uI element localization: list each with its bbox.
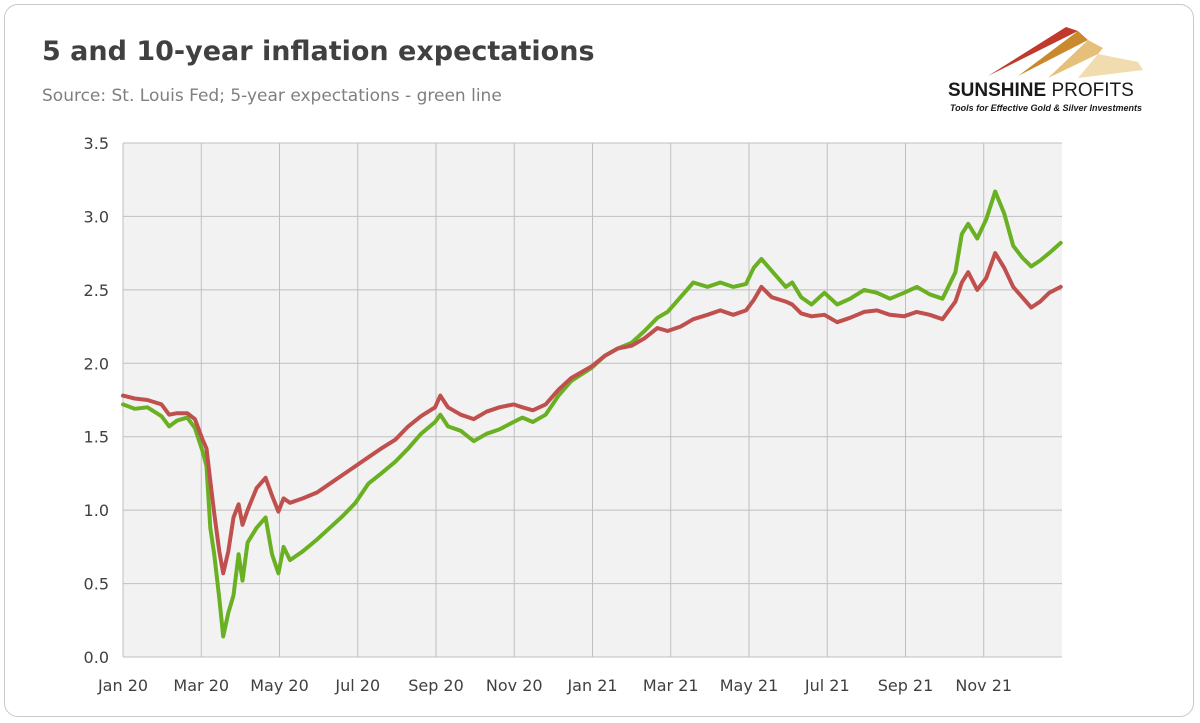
series-line-10-year (121, 251, 1063, 576)
x-tick-label: Jan 20 (97, 676, 148, 695)
x-tick-label: Sep 21 (878, 676, 934, 695)
x-tick-label: Mar 21 (643, 676, 699, 695)
x-axis-ticks: Jan 20 Mar 20 May 20 Jul 20 Sep 20 Nov 20 Jan … (97, 676, 1012, 695)
x-tick-label: Mar 20 (173, 676, 229, 695)
logo-name-bold: SUNSHINE (948, 80, 1047, 101)
x-tick-label: May 21 (720, 676, 779, 695)
y-tick-label: 0.5 (84, 575, 109, 594)
x-tick-label: Sep 20 (408, 676, 464, 695)
y-tick-label: 3.5 (84, 134, 109, 153)
y-tick-label: 2.5 (84, 281, 109, 300)
y-axis-ticks: 0.0 0.5 1.0 1.5 2.0 2.5 3.0 3.5 (84, 134, 109, 667)
y-tick-label: 1.0 (84, 501, 109, 520)
series-lines (121, 189, 1063, 639)
y-tick-label: 3.0 (84, 207, 109, 226)
x-tick-label: May 20 (250, 676, 309, 695)
y-tick-label: 2.0 (84, 354, 109, 373)
chart-title: 5 and 10-year inflation expectations (42, 36, 595, 67)
logo-name: SUNSHINE PROFITS (948, 80, 1134, 102)
x-tick-label: Nov 20 (486, 676, 543, 695)
logo-rays-icon (988, 27, 1143, 78)
logo-name-thin: PROFITS (1046, 80, 1134, 101)
x-tick-label: Jan 21 (566, 676, 617, 695)
y-tick-label: 1.5 (84, 428, 109, 447)
x-tick-label: Jul 20 (334, 676, 380, 695)
y-tick-label: 0.0 (84, 648, 109, 667)
x-tick-label: Jul 21 (804, 676, 850, 695)
chart-subtitle: Source: St. Louis Fed; 5-year expectatio… (42, 86, 502, 106)
x-tick-label: Nov 21 (955, 676, 1012, 695)
series-line-5-year (121, 189, 1063, 639)
sunshine-profits-logo: SUNSHINE PROFITS Tools for Effective Gol… (938, 18, 1183, 123)
logo-tagline: Tools for Effective Gold & Silver Invest… (950, 103, 1143, 113)
